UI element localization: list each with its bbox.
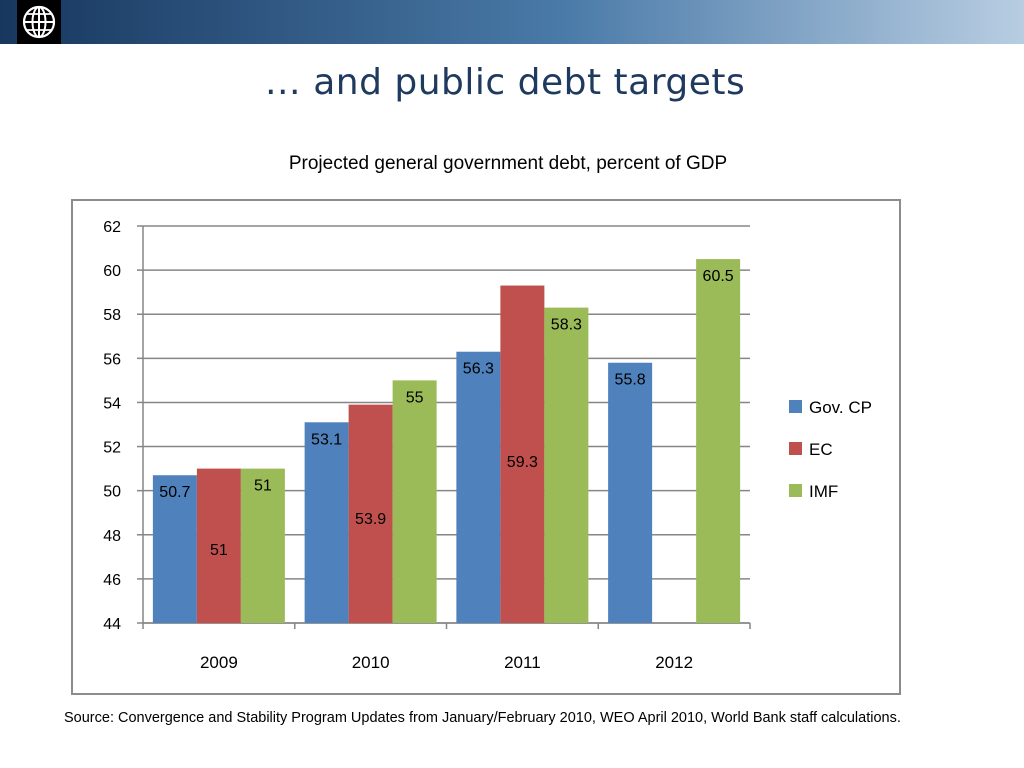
- x-tick-label: 2012: [655, 653, 693, 672]
- y-tick-label: 54: [103, 395, 121, 412]
- bar: [544, 307, 589, 623]
- y-tick-label: 50: [103, 484, 121, 501]
- data-label: 55.8: [615, 372, 646, 389]
- data-label: 59.3: [507, 454, 538, 471]
- source-note: Source: Convergence and Stability Progra…: [64, 710, 901, 726]
- bar: [348, 404, 393, 623]
- data-label: 55: [406, 389, 424, 406]
- x-tick-label: 2009: [200, 653, 238, 672]
- y-tick-label: 48: [103, 528, 121, 545]
- bar: [240, 468, 285, 623]
- y-tick-label: 56: [103, 351, 121, 368]
- y-tick-label: 62: [103, 219, 121, 236]
- y-tick-label: 60: [103, 263, 121, 280]
- world-bank-logo: [17, 0, 61, 44]
- bar: [392, 380, 437, 623]
- bar: [696, 259, 741, 623]
- data-label: 51: [254, 478, 272, 495]
- globe-icon: [22, 5, 56, 39]
- data-label: 56.3: [463, 361, 494, 378]
- y-tick-label: 52: [103, 440, 121, 457]
- bar: [500, 285, 545, 623]
- y-tick-label: 44: [103, 616, 121, 633]
- bar: [196, 468, 241, 623]
- bar: [608, 362, 653, 623]
- bar: [152, 475, 197, 623]
- bar: [304, 422, 349, 623]
- header-bar: [0, 0, 1024, 44]
- x-tick-label: 2010: [352, 653, 390, 672]
- legend-swatch: [789, 442, 802, 455]
- y-tick-label: 46: [103, 572, 121, 589]
- x-tick-label: 2011: [504, 653, 541, 672]
- data-label: 53.9: [355, 511, 386, 528]
- legend-label: EC: [809, 440, 833, 459]
- chart-subtitle: Projected general government debt, perce…: [288, 153, 728, 174]
- y-tick-label: 58: [103, 307, 121, 324]
- data-label: 60.5: [703, 268, 734, 285]
- data-label: 51: [210, 542, 228, 559]
- legend-swatch: [789, 484, 802, 497]
- data-label: 50.7: [159, 484, 190, 501]
- legend-swatch: [789, 400, 802, 413]
- slide-title: … and public debt targets: [264, 62, 746, 103]
- data-label: 53.1: [311, 431, 342, 448]
- legend-label: IMF: [809, 482, 838, 501]
- legend-label: Gov. CP: [809, 398, 872, 417]
- chart-frame: 44 46 48 50 52 54 56 58 60 62 2009 2010 2011 2012 50.7…: [71, 199, 901, 695]
- debt-bar-chart: 44 46 48 50 52 54 56 58 60 62 2009 2010 2011 2012 50.7…: [103, 219, 872, 672]
- bar: [456, 351, 501, 623]
- data-label: 58.3: [551, 317, 582, 334]
